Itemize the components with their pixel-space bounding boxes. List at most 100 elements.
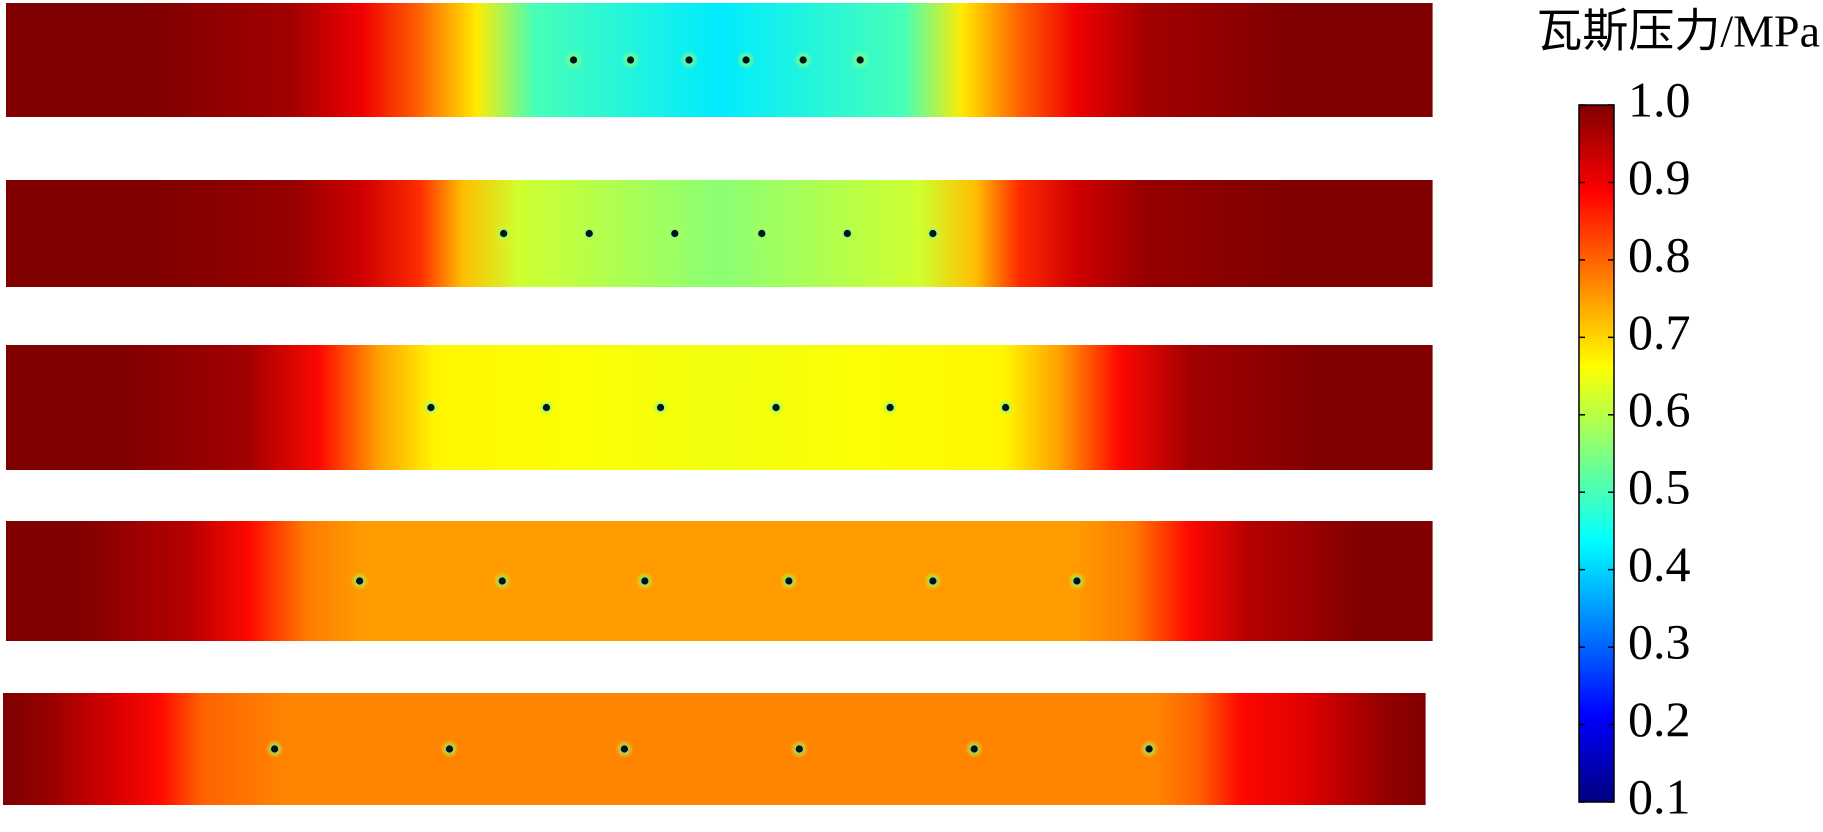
- borehole: [356, 577, 364, 585]
- colorbar-title: 瓦斯压力/MPa: [1536, 6, 1820, 57]
- borehole: [271, 745, 279, 753]
- pressure-segment: [1018, 180, 1077, 287]
- pressure-segment: [719, 180, 920, 287]
- pressure-segment: [3, 693, 47, 805]
- borehole: [772, 403, 780, 412]
- pressure-segment: [319, 345, 378, 470]
- pressure-segment: [1146, 3, 1290, 117]
- pressure-segment: [1132, 521, 1191, 641]
- colorbar: [1578, 104, 1615, 803]
- pressure-segment: [419, 3, 478, 117]
- pressure-segment: [975, 180, 1020, 287]
- pressure-segment: [116, 693, 161, 805]
- pressure-segment: [1289, 180, 1433, 287]
- panel: [3, 693, 1426, 805]
- pressure-segment: [519, 180, 720, 287]
- pressure-segment: [419, 180, 463, 287]
- pressure-segment: [1061, 345, 1119, 470]
- pressure-segment: [433, 345, 577, 470]
- borehole: [929, 577, 937, 585]
- pressure-segment: [159, 693, 203, 805]
- panel: [6, 180, 1433, 287]
- pressure-segment: [1317, 345, 1433, 470]
- borehole: [795, 745, 803, 753]
- pressure-segment: [714, 693, 928, 805]
- pressure-segment: [6, 345, 121, 470]
- borehole: [569, 56, 578, 64]
- pressure-segment: [248, 521, 307, 641]
- pressure-segment: [1075, 180, 1148, 287]
- borehole: [498, 577, 506, 585]
- pressure-segment: [1146, 180, 1290, 287]
- pressure-segment: [1118, 345, 1191, 470]
- pressure-segment: [1189, 521, 1248, 641]
- panel: [6, 521, 1433, 641]
- borehole: [1145, 745, 1153, 753]
- pressure-segment: [576, 345, 720, 470]
- borehole: [585, 229, 593, 238]
- pressure-segment: [861, 521, 1077, 641]
- pressure-segment: [6, 3, 150, 117]
- pressure-segment: [291, 180, 364, 287]
- borehole: [1002, 403, 1010, 412]
- borehole: [656, 403, 665, 412]
- colorbar-tick-label: 0.4: [1628, 536, 1691, 592]
- borehole: [671, 229, 679, 238]
- borehole: [929, 229, 937, 238]
- borehole: [1073, 577, 1081, 585]
- pressure-segment: [719, 345, 863, 470]
- borehole: [685, 56, 693, 64]
- pressure-segment: [961, 3, 1020, 117]
- borehole: [500, 229, 508, 238]
- pressure-segment: [1018, 3, 1077, 117]
- pressure-segment: [362, 3, 421, 117]
- colorbar-tick-label: 0.1: [1628, 768, 1691, 824]
- pressure-segment: [1240, 693, 1312, 805]
- colorbar-tick-label: 0.6: [1628, 381, 1691, 437]
- pressure-segment: [248, 345, 321, 470]
- colorbar-tick-label: 0.3: [1628, 614, 1691, 670]
- pressure-segment: [1075, 3, 1148, 117]
- pressure-segment: [6, 180, 150, 287]
- borehole: [620, 745, 629, 753]
- pressure-segment: [1360, 521, 1433, 641]
- pressure-segment: [1246, 521, 1362, 641]
- pressure-segment: [362, 521, 577, 641]
- colorbar-tick-label: 0.2: [1628, 691, 1691, 747]
- colorbar-tick-label: 0.5: [1628, 459, 1691, 515]
- panel: [6, 345, 1433, 470]
- pressure-segment: [6, 521, 78, 641]
- colorbar-tick-label: 0.9: [1628, 149, 1691, 205]
- pressure-segment: [191, 521, 250, 641]
- borehole: [856, 56, 864, 64]
- borehole: [427, 403, 435, 412]
- borehole: [970, 745, 978, 753]
- colorbar-tick-label: 0.7: [1628, 304, 1691, 360]
- pressure-segment: [1289, 3, 1433, 117]
- pressure-segment: [77, 521, 192, 641]
- pressure-segment: [45, 693, 118, 805]
- borehole: [445, 745, 454, 753]
- pressure-segment: [500, 693, 715, 805]
- pressure-segment: [120, 345, 250, 470]
- pressure-segment: [1189, 345, 1319, 470]
- pressure-segment: [287, 693, 502, 805]
- borehole: [886, 403, 894, 412]
- borehole: [785, 577, 793, 585]
- borehole: [626, 56, 635, 64]
- pressure-segment: [1154, 693, 1199, 805]
- borehole: [799, 56, 807, 64]
- borehole: [542, 403, 551, 412]
- panel: [6, 3, 1433, 117]
- pressure-segment: [1311, 693, 1383, 805]
- pressure-segment: [904, 3, 963, 117]
- pressure-segment: [1197, 693, 1241, 805]
- colorbar-tick-label: 0.8: [1628, 226, 1691, 282]
- colorbar-tick-label: 1.0: [1628, 71, 1691, 127]
- pressure-segment: [476, 3, 535, 117]
- borehole: [843, 229, 851, 238]
- pressure-segment: [291, 3, 364, 117]
- borehole: [641, 577, 649, 585]
- pressure-segment: [362, 180, 421, 287]
